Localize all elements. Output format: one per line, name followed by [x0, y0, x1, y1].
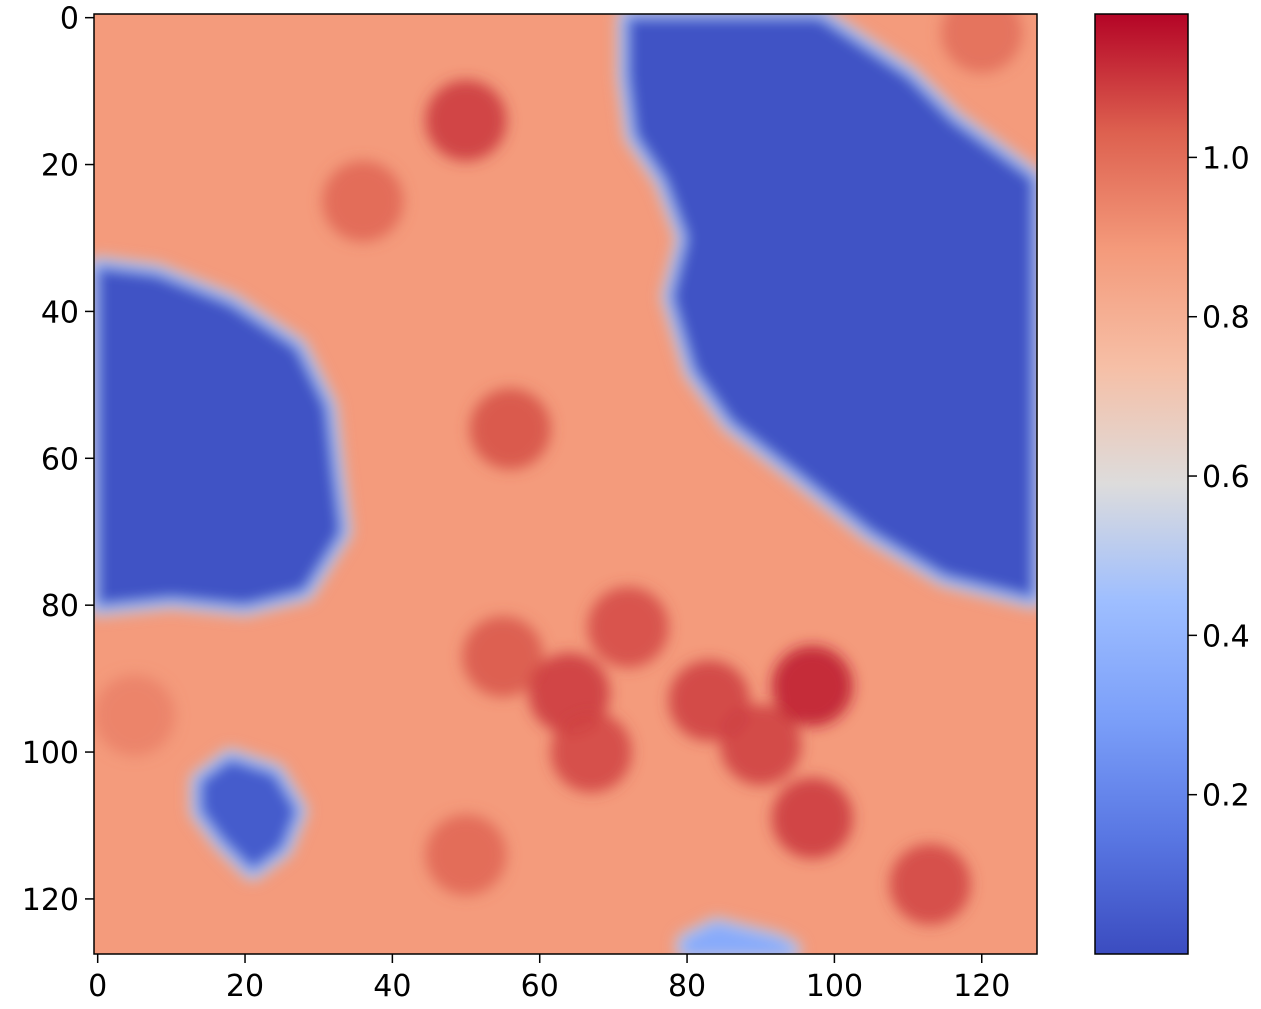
hot-spot-11 — [889, 843, 971, 925]
x-tick-label: 20 — [226, 969, 264, 1004]
y-tick-label: 80 — [41, 589, 79, 624]
colorbar-tick-label: 1.0 — [1202, 141, 1250, 176]
hot-spot-12 — [425, 814, 507, 896]
colorbar: 0.2 0.4 0.6 0.8 1.0 — [1094, 13, 1250, 955]
hot-spot-3 — [462, 616, 544, 697]
colorbar-tick-label: 0.2 — [1202, 779, 1250, 814]
y-tick-label: 120 — [22, 883, 79, 918]
colorbar-tick-label: 0.6 — [1202, 460, 1250, 495]
hot-spot-8 — [720, 704, 802, 786]
low-region-left — [97, 267, 341, 606]
y-tick-label: 60 — [41, 442, 79, 477]
hot-spot-6 — [550, 711, 632, 793]
colorbar-tick-label: 0.4 — [1202, 619, 1250, 654]
heatmap-field — [94, 14, 1037, 954]
hot-spot-9 — [771, 645, 853, 727]
x-tick-label: 80 — [668, 969, 706, 1004]
x-tick-label: 0 — [88, 969, 107, 1004]
colorbar-tick-label: 0.8 — [1202, 301, 1250, 336]
x-tick-label: 120 — [953, 969, 1010, 1004]
mid-region-bottom — [687, 928, 791, 951]
low-region-upper-right — [628, 17, 1034, 598]
hot-spot-10 — [771, 777, 853, 859]
colorbar-axis: 0.2 0.4 0.6 0.8 1.0 — [1188, 141, 1250, 814]
low-region-lower-left — [200, 759, 297, 870]
hot-spot-4 — [587, 586, 669, 668]
y-tick-label: 40 — [41, 295, 79, 330]
colorbar-gradient — [1095, 14, 1188, 954]
x-axis: 0 20 40 60 80 100 120 — [88, 954, 1010, 1004]
hot-spot-1 — [322, 160, 404, 242]
y-tick-label: 100 — [22, 736, 79, 771]
x-tick-label: 40 — [373, 969, 411, 1004]
hot-spot-2 — [469, 388, 551, 470]
y-axis: 0 20 40 60 80 100 120 — [22, 2, 94, 918]
y-tick-label: 0 — [60, 2, 79, 37]
hot-spot-14 — [94, 674, 176, 756]
x-tick-label: 60 — [521, 969, 559, 1004]
plot-frame — [93, 13, 1038, 955]
hot-spot-13 — [941, 14, 1023, 73]
y-tick-label: 20 — [41, 149, 79, 184]
colorbar-frame — [1094, 13, 1189, 955]
x-tick-label: 100 — [806, 969, 863, 1004]
hot-spot-0 — [425, 80, 507, 161]
